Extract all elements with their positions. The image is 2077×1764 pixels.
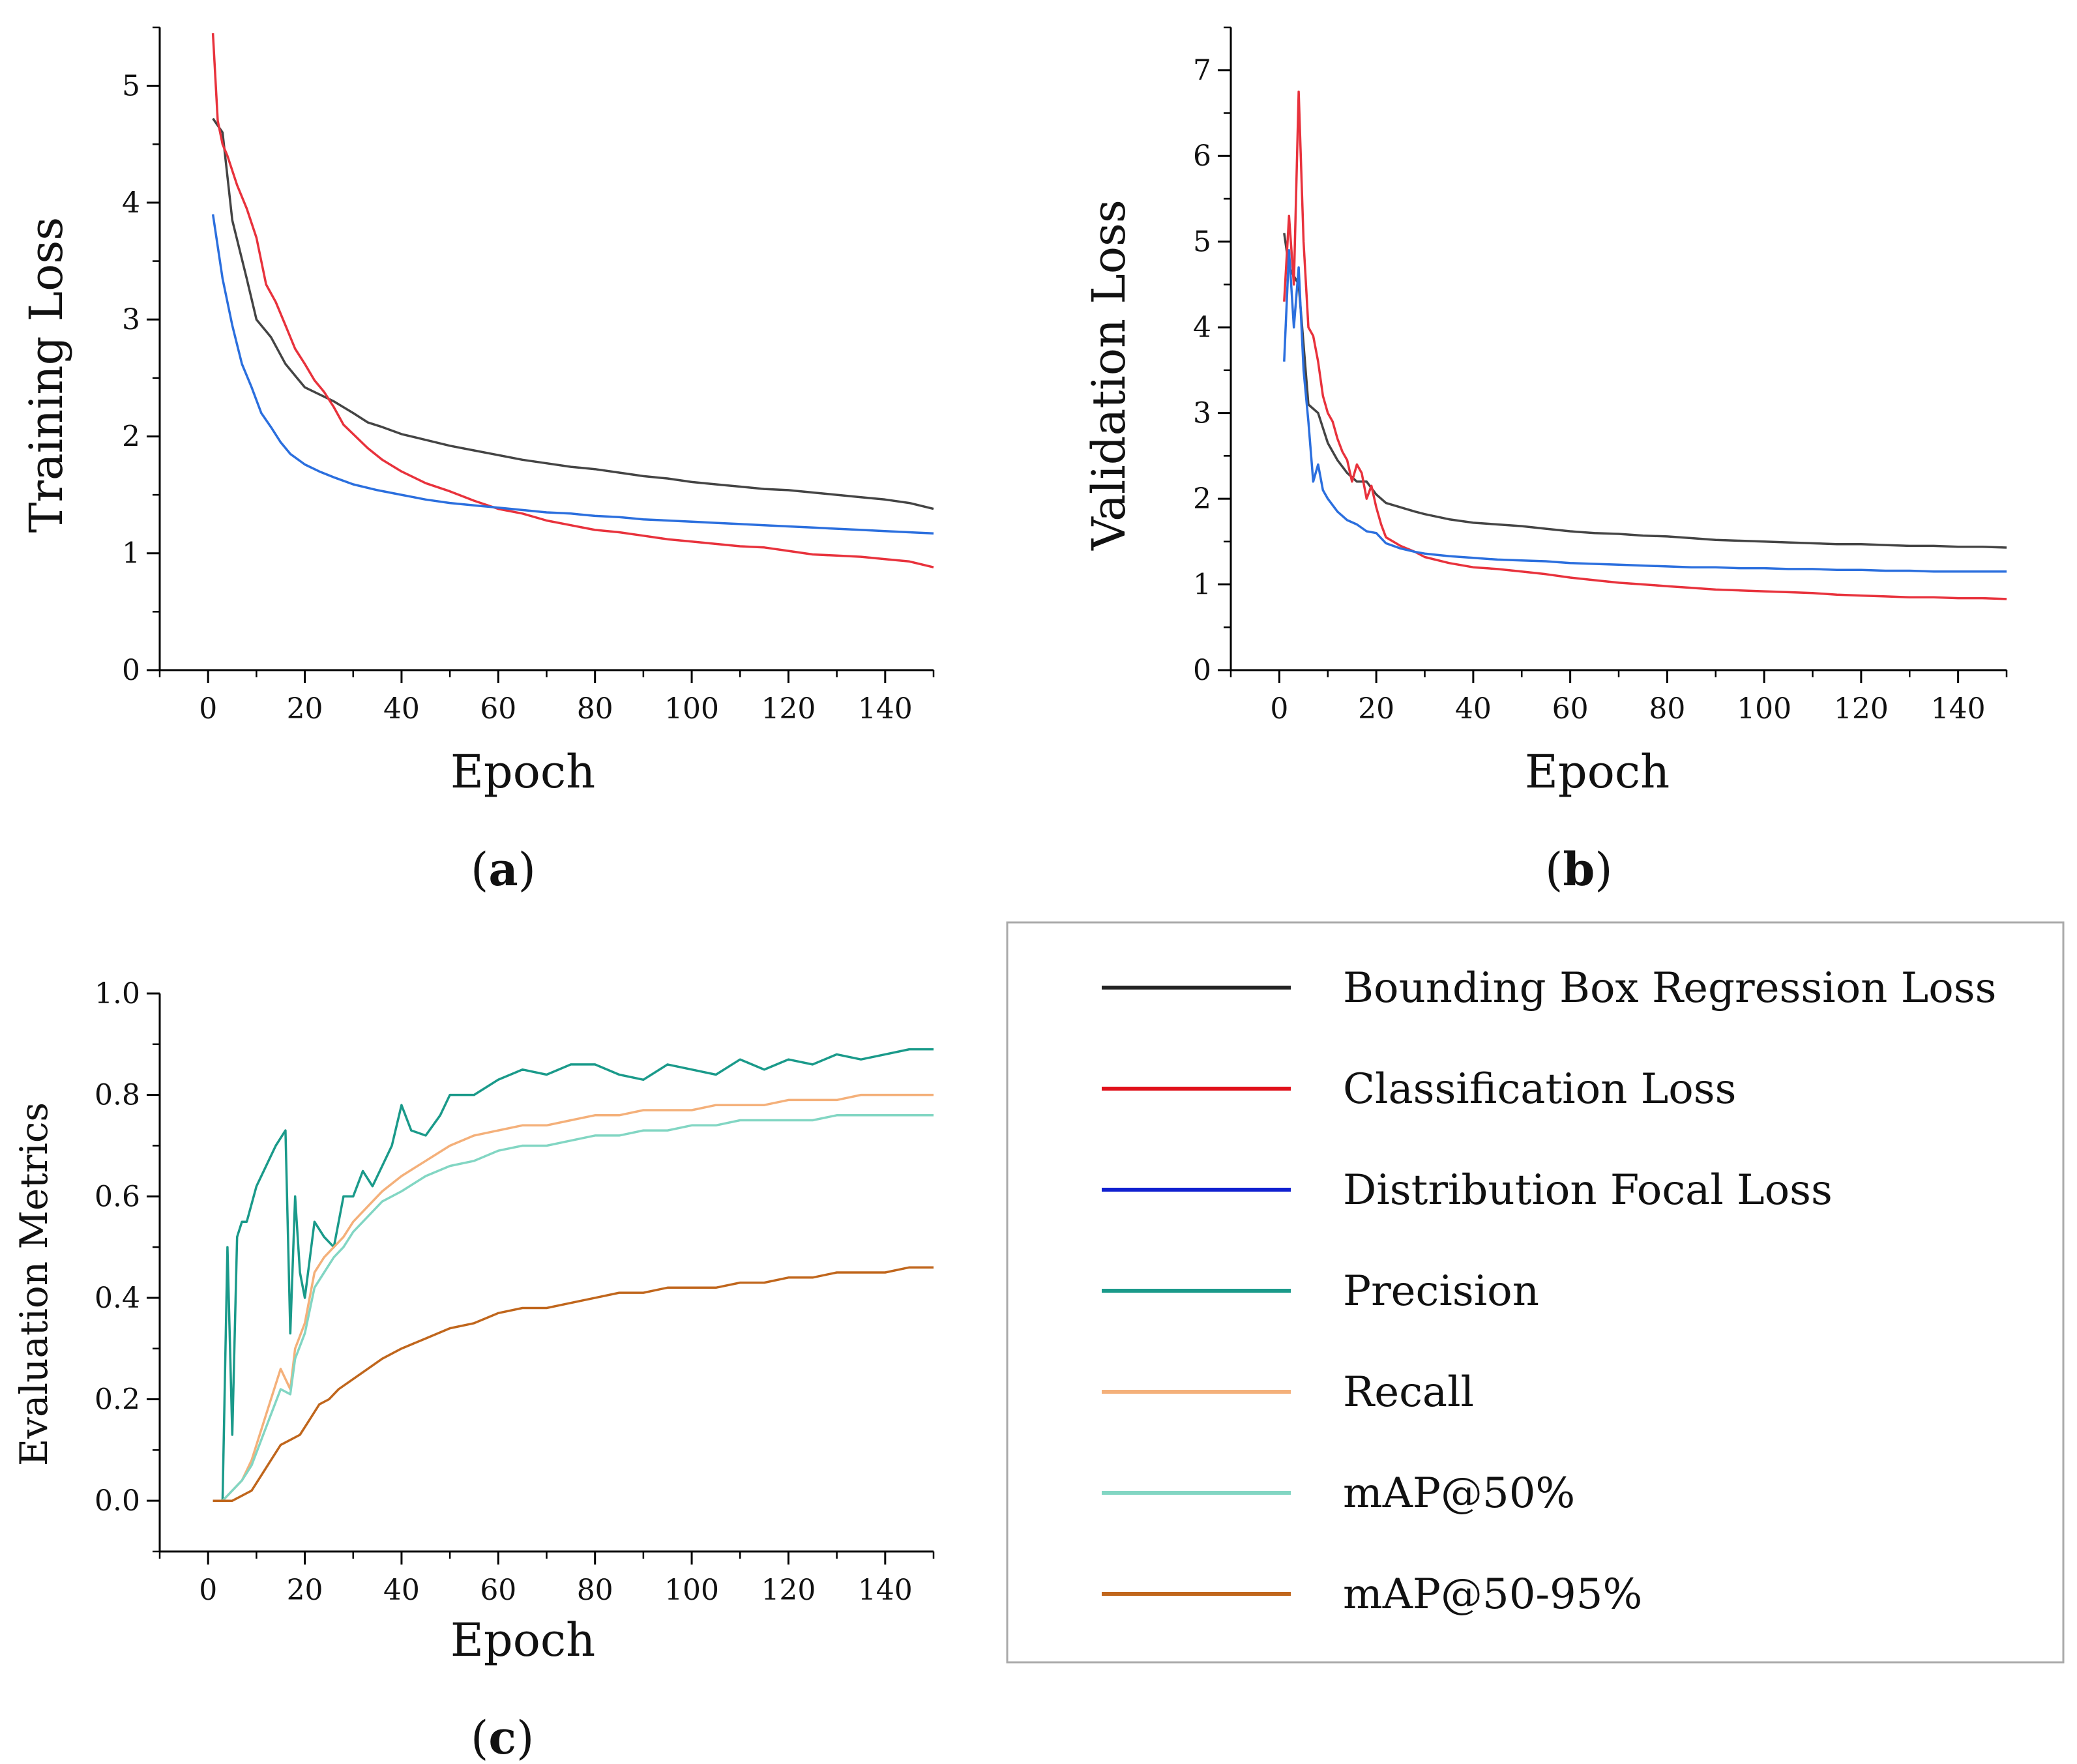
- x-tick-label: 40: [1455, 692, 1492, 726]
- chart-c: 0 20 40 60 80 100 120 140 0.0 0.2 0.4 0.6 0.8 1.0 Epoc…: [12, 977, 935, 1764]
- y-tick-label: 5: [122, 70, 140, 103]
- x-axis-label: Epoch: [450, 1613, 595, 1667]
- caption-open: (: [1545, 843, 1563, 896]
- y-axis-label: Validation Loss: [1082, 199, 1136, 551]
- y-tick-label: 7: [1193, 54, 1211, 87]
- series-map50-line: [213, 1114, 934, 1502]
- legend-label: Bounding Box Regression Loss: [1343, 964, 1996, 1012]
- x-tick-label: 140: [1931, 692, 1986, 726]
- caption-letter: c: [488, 1711, 516, 1764]
- x-tick-label: 80: [1649, 692, 1685, 726]
- series-dfl-line: [211, 214, 934, 535]
- x-tick-label: 120: [761, 692, 816, 726]
- x-tick-label: 40: [383, 692, 420, 726]
- caption-letter: a: [488, 842, 518, 896]
- caption-letter: b: [1563, 842, 1595, 896]
- y-tick-label: 1: [1193, 568, 1211, 602]
- series-precision-line: [213, 1048, 934, 1502]
- y-tick-label: 1.0: [95, 977, 140, 1010]
- series-cls-line: [211, 33, 934, 568]
- y-tick-label: 6: [1193, 140, 1211, 173]
- y-tick-label: 5: [1193, 226, 1211, 259]
- x-axis-label: Epoch: [1525, 745, 1670, 799]
- series-bbox-line: [1283, 233, 2007, 549]
- caption-open: (: [471, 1711, 488, 1764]
- y-tick-label: 0.8: [95, 1079, 140, 1112]
- chart-a: 0 20 40 60 80 100 120 140 0 1 2 3 4 5 Epoch Training Lo…: [20, 26, 935, 896]
- x-tick-label: 140: [858, 1574, 913, 1607]
- x-tick-label: 100: [1737, 692, 1791, 726]
- y-tick-label: 4: [1193, 311, 1211, 344]
- x-tick-label: 0: [1270, 692, 1288, 726]
- series-bbox-line: [212, 117, 934, 510]
- legend-label: Classification Loss: [1343, 1065, 1736, 1113]
- x-tick-label: 40: [383, 1574, 420, 1607]
- x-tick-label: 0: [199, 692, 217, 726]
- y-tick-label: 0.6: [95, 1180, 140, 1213]
- y-tick-label: 0: [122, 654, 140, 687]
- x-axis-label: Epoch: [450, 745, 595, 799]
- caption-close: ): [518, 843, 536, 896]
- y-tick-label: 3: [1193, 397, 1211, 430]
- caption-close: ): [516, 1711, 534, 1764]
- y-tick-label: 0.4: [95, 1282, 140, 1315]
- series-recall-line: [213, 1093, 934, 1502]
- y-tick-label: 1: [122, 537, 140, 570]
- series-cls-line: [1283, 90, 2007, 600]
- x-tick-label: 0: [199, 1574, 217, 1607]
- x-tick-label: 140: [858, 692, 913, 726]
- y-tick-label: 0.0: [95, 1484, 140, 1518]
- x-tick-label: 100: [664, 1574, 719, 1607]
- y-tick-label: 2: [122, 420, 140, 453]
- legend-label: mAP@50-95%: [1343, 1570, 1642, 1619]
- x-tick-label: 80: [577, 1574, 613, 1607]
- caption-open: (: [471, 843, 488, 896]
- legend-label: Distribution Focal Loss: [1343, 1166, 1833, 1214]
- x-tick-label: 20: [287, 1574, 323, 1607]
- chart-b: 0 20 40 60 80 100 120 140 0 1 2 3 4 5 6 7 Epoch Validatio…: [1082, 26, 2008, 896]
- x-tick-label: 80: [577, 692, 613, 726]
- panel-caption: (a): [471, 842, 536, 896]
- x-tick-label: 60: [480, 692, 516, 726]
- x-tick-label: 120: [1834, 692, 1889, 726]
- legend-label: mAP@50%: [1343, 1469, 1575, 1518]
- y-tick-label: 2: [1193, 482, 1211, 516]
- caption-close: ): [1595, 843, 1612, 896]
- y-axis-label: Evaluation Metrics: [12, 1102, 56, 1466]
- y-tick-label: 4: [122, 186, 140, 220]
- x-tick-label: 120: [761, 1574, 816, 1607]
- y-tick-label: 3: [122, 303, 140, 336]
- y-tick-label: 0.2: [95, 1383, 140, 1417]
- x-tick-label: 60: [1552, 692, 1589, 726]
- series-dfl-line: [1283, 249, 2007, 573]
- legend-label: Precision: [1343, 1267, 1539, 1316]
- legend: Bounding Box Regression Loss Classificati…: [1006, 921, 2065, 1664]
- x-tick-label: 100: [664, 692, 719, 726]
- series-map5095-line: [213, 1266, 934, 1502]
- x-tick-label: 20: [1358, 692, 1394, 726]
- legend-label: Recall: [1343, 1368, 1474, 1417]
- y-tick-label: 0: [1193, 654, 1211, 687]
- y-axis-label: Training Loss: [20, 217, 73, 533]
- panel-caption: (b): [1545, 842, 1613, 896]
- x-tick-label: 60: [480, 1574, 516, 1607]
- x-tick-label: 20: [287, 692, 323, 726]
- panel-caption: (c): [471, 1711, 534, 1764]
